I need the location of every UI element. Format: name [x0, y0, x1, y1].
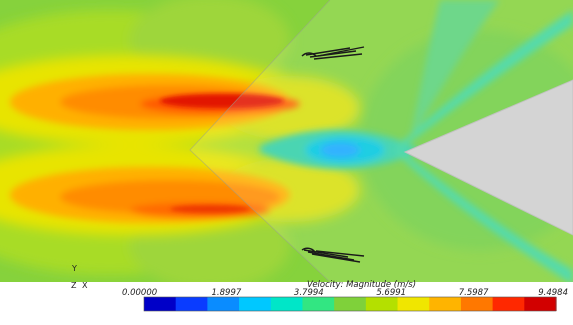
- colorbar-tick-label: 3.7994: [294, 288, 324, 298]
- colorbar-segment: [365, 297, 399, 311]
- streak-bundle-bottom: [301, 247, 365, 263]
- flow-field: [0, 0, 573, 282]
- colorbar-segment: [524, 297, 557, 311]
- jet-peak-red: [160, 94, 284, 213]
- colorbar-segment: [239, 297, 272, 311]
- colorbar-frame: [143, 296, 557, 312]
- solid-wedge-body: [403, 79, 573, 236]
- axis-y-label: Y: [71, 264, 77, 273]
- colorbar-ticks: 0.00000 1.8997 3.7994 5.6991 7.5987 9.4984: [122, 288, 568, 298]
- translucent-chevron-surface: [190, 0, 573, 282]
- colorbar-tick-label: 5.6991: [376, 288, 406, 298]
- colorbar-segment: [460, 297, 494, 311]
- colorbar: Velocity: Magnitude (m/s) 0.00000 1.8997 3…: [122, 280, 568, 312]
- colorbar-title: Velocity: Magnitude (m/s): [307, 280, 416, 290]
- colorbar-segment: [334, 297, 367, 311]
- colorbar-segment: [175, 297, 208, 311]
- colorbar-segment: [207, 297, 240, 311]
- axis-x-label: X: [82, 281, 88, 290]
- axis-z-label: Z: [71, 281, 77, 290]
- colorbar-segment: [302, 297, 335, 311]
- colorbar-segment: [270, 297, 304, 311]
- colorbar-tick-label: 1.8997: [212, 288, 242, 298]
- colorbar-segment: [397, 297, 430, 311]
- colorbar-segment: [492, 297, 525, 311]
- colorbar-segment: [429, 297, 462, 311]
- streak-bundle-top: [301, 46, 365, 60]
- wake-channel: [260, 0, 573, 282]
- chevron-edge: [189, 0, 331, 282]
- colorbar-tick-label: 7.5987: [459, 288, 489, 298]
- colorbar-tick-label: 0.00000: [122, 288, 157, 298]
- colorbar-segment: [144, 297, 177, 311]
- colorbar-gradient: [143, 296, 557, 312]
- axes-triad: Y Z X: [71, 264, 88, 290]
- colorbar-tick-label: 9.4984: [538, 288, 568, 298]
